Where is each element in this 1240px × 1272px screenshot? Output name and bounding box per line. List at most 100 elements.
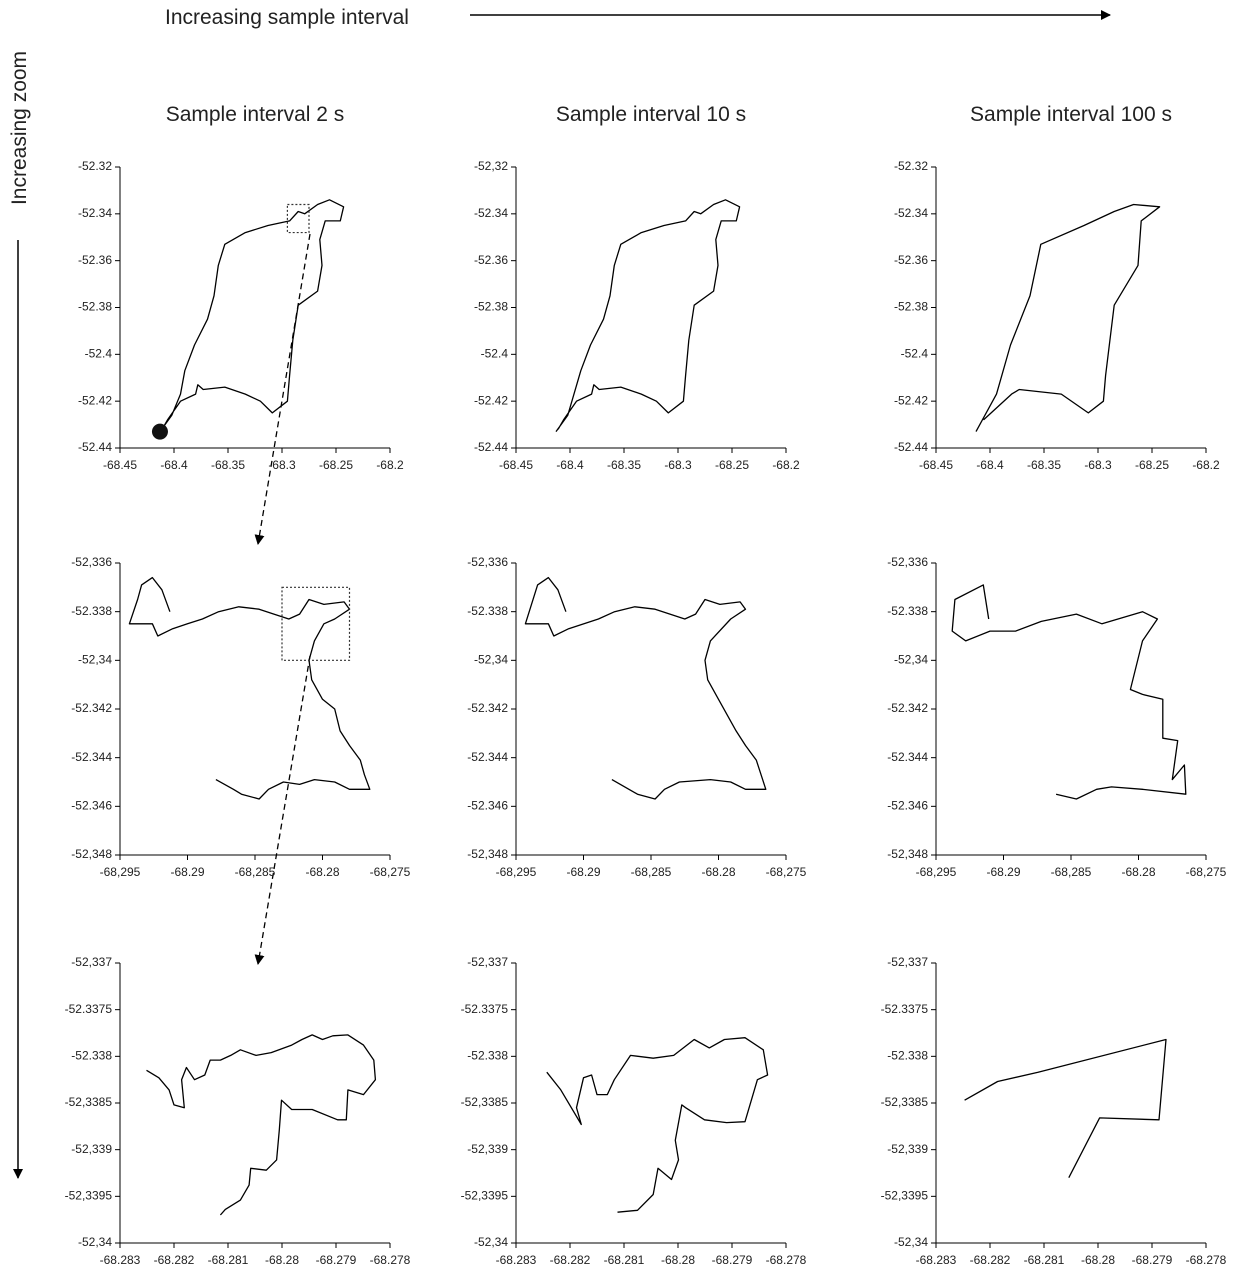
y-tick-label: -52,348 xyxy=(467,847,508,861)
x-tick-label: -68.3 xyxy=(664,458,692,472)
track-line xyxy=(546,1037,769,1213)
x-tick-label: -68.278 xyxy=(370,1253,411,1267)
x-tick-label: -68,275 xyxy=(370,865,411,879)
start-marker xyxy=(151,423,168,440)
x-tick-label: -68.282 xyxy=(550,1253,591,1267)
column-title: Sample interval 2 s xyxy=(166,103,345,126)
x-tick-label: -68.278 xyxy=(766,1253,807,1267)
y-tick-label: -52,34 xyxy=(78,653,112,667)
y-tick-label: -52,34 xyxy=(474,1235,508,1249)
y-tick-label: -52,3395 xyxy=(65,1189,113,1203)
y-tick-label: -52.346 xyxy=(887,799,928,813)
y-tick-label: -52.346 xyxy=(467,799,508,813)
y-tick-label: -52.44 xyxy=(894,440,928,454)
y-tick-label: -52.44 xyxy=(78,440,112,454)
y-tick-label: -52.346 xyxy=(71,799,112,813)
x-tick-label: -68.2 xyxy=(1192,458,1220,472)
y-tick-label: -52,336 xyxy=(887,555,928,569)
y-tick-label: -52.3375 xyxy=(65,1002,113,1016)
y-tick-label: -52.338 xyxy=(71,604,112,618)
y-tick-label: -52.4 xyxy=(901,347,929,361)
y-tick-label: -52.42 xyxy=(474,393,508,407)
y-tick-label: -52.36 xyxy=(474,253,508,267)
y-tick-label: -52.344 xyxy=(887,750,928,764)
y-tick-label: -52.42 xyxy=(894,393,928,407)
x-tick-label: -68.278 xyxy=(1186,1253,1227,1267)
x-tick-label: -68.4 xyxy=(976,458,1004,472)
x-tick-label: -68.35 xyxy=(1027,458,1061,472)
x-tick-label: -68,275 xyxy=(1186,865,1227,879)
x-tick-label: -68.29 xyxy=(566,865,600,879)
track-line xyxy=(146,1034,377,1216)
y-tick-label: -52.44 xyxy=(474,440,508,454)
x-tick-label: -68.3 xyxy=(268,458,296,472)
x-tick-label: -68.279 xyxy=(316,1253,357,1267)
x-tick-label: -68.25 xyxy=(715,458,749,472)
y-tick-label: -52,336 xyxy=(71,555,112,569)
y-tick-label: -52,34 xyxy=(894,1235,928,1249)
y-tick-label: -52.34 xyxy=(78,206,112,220)
y-tick-label: -52,337 xyxy=(887,955,928,969)
track-line xyxy=(128,576,371,800)
x-tick-label: -68.281 xyxy=(1024,1253,1065,1267)
y-tick-label: -52.338 xyxy=(887,604,928,618)
x-tick-label: -68,295 xyxy=(496,865,537,879)
y-tick-label: -52,3395 xyxy=(461,1189,509,1203)
x-tick-label: -68,295 xyxy=(100,865,141,879)
y-tick-label: -52.32 xyxy=(78,159,112,173)
y-tick-label: -52.38 xyxy=(78,300,112,314)
track-line xyxy=(555,199,741,432)
y-tick-label: -52.338 xyxy=(887,1049,928,1063)
x-tick-label: -68.28 xyxy=(1081,1253,1115,1267)
y-tick-label: -52,3385 xyxy=(65,1095,113,1109)
y-tick-label: -52.4 xyxy=(85,347,113,361)
y-tick-label: -52,3385 xyxy=(461,1095,509,1109)
track-line xyxy=(951,584,1187,800)
x-tick-label: -68.283 xyxy=(496,1253,537,1267)
x-tick-label: -68.4 xyxy=(556,458,584,472)
x-tick-label: -68.282 xyxy=(154,1253,195,1267)
y-tick-label: -52,348 xyxy=(71,847,112,861)
zoom-box xyxy=(286,203,310,234)
y-tick-label: -52,34 xyxy=(78,1235,112,1249)
y-tick-label: -52.36 xyxy=(78,253,112,267)
y-tick-label: -52,3395 xyxy=(881,1189,929,1203)
y-tick-label: -52.342 xyxy=(71,701,112,715)
x-tick-label: -68.283 xyxy=(916,1253,957,1267)
side-title: Increasing zoom xyxy=(8,51,31,205)
x-tick-label: -68.25 xyxy=(1135,458,1169,472)
y-tick-label: -52.338 xyxy=(467,1049,508,1063)
y-tick-label: -52.338 xyxy=(467,604,508,618)
x-tick-label: -68,285 xyxy=(631,865,672,879)
x-tick-label: -68.45 xyxy=(919,458,953,472)
x-tick-label: -68.25 xyxy=(319,458,353,472)
x-tick-label: -68.28 xyxy=(265,1253,299,1267)
y-tick-label: -52.342 xyxy=(467,701,508,715)
y-tick-label: -52.32 xyxy=(894,159,928,173)
x-tick-label: -68.29 xyxy=(986,865,1020,879)
x-tick-label: -68.2 xyxy=(376,458,404,472)
x-tick-label: -68.2 xyxy=(772,458,800,472)
y-tick-label: -52.344 xyxy=(71,750,112,764)
y-tick-label: -52,339 xyxy=(71,1142,112,1156)
x-tick-label: -68.28 xyxy=(1121,865,1155,879)
x-tick-label: -68.45 xyxy=(103,458,137,472)
y-tick-label: -52.4 xyxy=(481,347,509,361)
y-tick-label: -52.34 xyxy=(474,206,508,220)
x-tick-label: -68.4 xyxy=(160,458,188,472)
x-tick-label: -68.279 xyxy=(1132,1253,1173,1267)
x-tick-label: -68.3 xyxy=(1084,458,1112,472)
y-tick-label: -52.34 xyxy=(894,206,928,220)
x-tick-label: -68.35 xyxy=(211,458,245,472)
y-tick-label: -52,337 xyxy=(71,955,112,969)
y-tick-label: -52.3375 xyxy=(881,1002,929,1016)
y-tick-label: -52,337 xyxy=(467,955,508,969)
y-tick-label: -52.38 xyxy=(474,300,508,314)
x-tick-label: -68,285 xyxy=(235,865,276,879)
x-tick-label: -68.45 xyxy=(499,458,533,472)
y-tick-label: -52.338 xyxy=(71,1049,112,1063)
x-tick-label: -68.283 xyxy=(100,1253,141,1267)
y-tick-label: -52,34 xyxy=(894,653,928,667)
